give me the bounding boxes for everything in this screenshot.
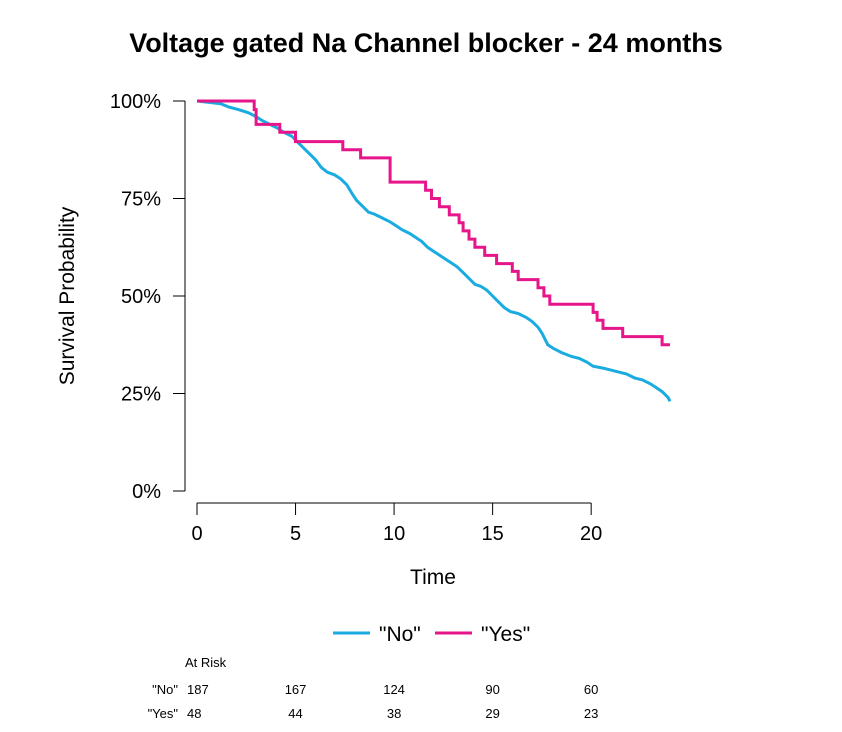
at-risk-value: 23 [584,706,598,721]
chart-title: Voltage gated Na Channel blocker - 24 mo… [129,28,723,58]
series-layer [196,99,672,402]
at-risk-value: 124 [383,682,405,697]
series-line-no [196,99,672,402]
x-axis: 0 5 10 15 20 [191,502,602,545]
x-tick-label: 0 [191,523,202,545]
at-risk-row-label: "No" [152,682,178,697]
y-axis-label: Survival Probability [56,206,79,385]
at-risk-value: 38 [387,706,401,721]
y-ticks: 0% 25% 50% 75% 100% [110,91,185,503]
x-tick-label: 10 [383,523,405,545]
at-risk-value: 48 [187,706,201,721]
y-tick-label: 25% [121,384,161,406]
legend-label-no: "No" [379,623,421,646]
at-risk-row-label: "Yes" [148,706,179,721]
legend: "No" "Yes" [333,623,530,646]
at-risk-title: At Risk [185,655,227,670]
x-tick-label: 5 [290,523,301,545]
y-tick-label: 75% [121,189,161,211]
y-tick-label: 50% [121,286,161,308]
legend-label-yes: "Yes" [481,623,530,646]
at-risk-value: 187 [187,682,209,697]
at-risk-value: 167 [285,682,307,697]
at-risk-value: 44 [288,706,302,721]
x-tick-label: 20 [580,523,602,545]
at-risk-table: At Risk "No" 187 167 124 90 60 "Yes" 48 44 38 29 23 [148,655,599,721]
x-ticks: 0 5 10 15 20 [191,503,602,545]
at-risk-value: 29 [485,706,499,721]
x-axis-label: Time [410,566,456,589]
at-risk-value: 60 [584,682,598,697]
at-risk-value: 90 [485,682,499,697]
series-line-yes [197,99,670,347]
y-tick-label: 0% [132,481,161,503]
x-tick-label: 15 [482,523,504,545]
y-axis: 0% 25% 50% 75% 100% [110,91,186,503]
y-tick-label: 100% [110,91,161,113]
